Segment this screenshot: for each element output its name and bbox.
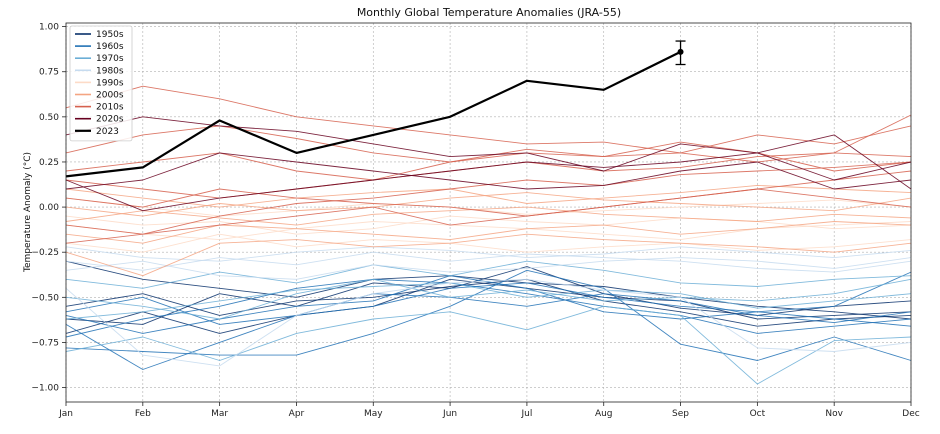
legend-label: 2000s xyxy=(96,91,124,101)
x-tick-label: Feb xyxy=(135,409,151,419)
series-line-2000s xyxy=(65,192,912,217)
series-line-2020s xyxy=(65,134,912,212)
legend-label: 2023 xyxy=(96,127,119,137)
legend-label: 1970s xyxy=(96,54,124,64)
series-line-1950s xyxy=(65,278,912,327)
legend-label: 2020s xyxy=(96,115,124,125)
series-line-1970s xyxy=(65,260,912,289)
x-tick-label: Nov xyxy=(825,409,843,419)
x-tick-label: Mar xyxy=(211,409,228,419)
series-line-1980s xyxy=(65,251,912,273)
y-tick-label: −1.00 xyxy=(31,384,59,394)
series-line-1950s xyxy=(65,278,912,334)
y-tick-label: 0.25 xyxy=(39,158,59,168)
y-tick-label: 0.75 xyxy=(39,68,59,78)
x-tick-label: Aug xyxy=(595,409,613,419)
series-line-2020s xyxy=(65,152,912,190)
chart-title: Monthly Global Temperature Anomalies (JR… xyxy=(357,6,621,19)
series-line-2023 xyxy=(65,50,681,178)
series-line-1990s xyxy=(65,233,912,253)
series-line-1980s xyxy=(65,278,912,367)
series-line-1990s xyxy=(65,215,912,235)
x-tick-label: May xyxy=(364,409,383,419)
legend-label: 1960s xyxy=(96,42,124,52)
series-line-2010s xyxy=(65,141,912,181)
data-point-2023-sep xyxy=(677,48,684,55)
series-line-1960s xyxy=(65,271,912,334)
series-line-1990s xyxy=(65,221,912,241)
highlight-series xyxy=(65,40,686,178)
series-line-2010s xyxy=(65,170,912,217)
series-line-1980s xyxy=(65,246,912,262)
legend: 1950s 1960s 1970s 1980s 1990s 2000s 2010s 2020s… xyxy=(69,25,133,142)
x-tick-label: Oct xyxy=(750,409,766,419)
x-tick-label: Jun xyxy=(442,409,457,419)
x-tick-label: Jul xyxy=(520,409,532,419)
x-tick-label: Apr xyxy=(289,409,305,419)
series-line-1970s xyxy=(65,305,912,385)
series-line-1950s xyxy=(65,266,912,325)
y-axis-label: Temperature Anomaly (°C) xyxy=(23,152,33,273)
series-line-1960s xyxy=(65,282,912,370)
x-tick-label: Sep xyxy=(672,409,689,419)
series-line-2000s xyxy=(65,206,912,226)
series-line-2020s xyxy=(65,116,912,181)
plot-frame xyxy=(65,22,912,403)
axes: Jan Feb Mar Apr May Jun Jul Aug Sep Oct Nov Dec −1.0… xyxy=(31,22,920,419)
x-tick-label: Jan xyxy=(58,409,73,419)
series-line-1970s xyxy=(65,278,912,320)
x-tick-label: Dec xyxy=(902,409,919,419)
series-line-2000s xyxy=(65,233,912,277)
legend-label: 1980s xyxy=(96,66,124,76)
legend-box xyxy=(69,25,133,142)
series-line-2000s xyxy=(65,221,912,244)
y-tick-label: 0.50 xyxy=(39,113,59,123)
series-line-1990s xyxy=(65,197,912,217)
grid-lines xyxy=(65,23,912,402)
legend-label: 2010s xyxy=(96,103,124,113)
y-tick-label: 0.00 xyxy=(39,203,59,213)
series-line-2010s xyxy=(65,188,912,244)
series-line-2010s xyxy=(65,85,912,163)
series-line-1960s xyxy=(65,269,912,361)
y-tick-label: −0.75 xyxy=(31,338,59,348)
legend-label: 1990s xyxy=(96,78,124,88)
series-line-1960s xyxy=(65,293,912,325)
y-tick-label: 1.00 xyxy=(39,23,59,33)
series-line-1980s xyxy=(65,257,912,280)
series-line-1970s xyxy=(65,282,912,320)
series-lines xyxy=(65,85,912,385)
y-tick-label: −0.25 xyxy=(31,248,59,258)
legend-label: 1950s xyxy=(96,30,124,40)
y-tick-label: −0.50 xyxy=(31,293,59,303)
